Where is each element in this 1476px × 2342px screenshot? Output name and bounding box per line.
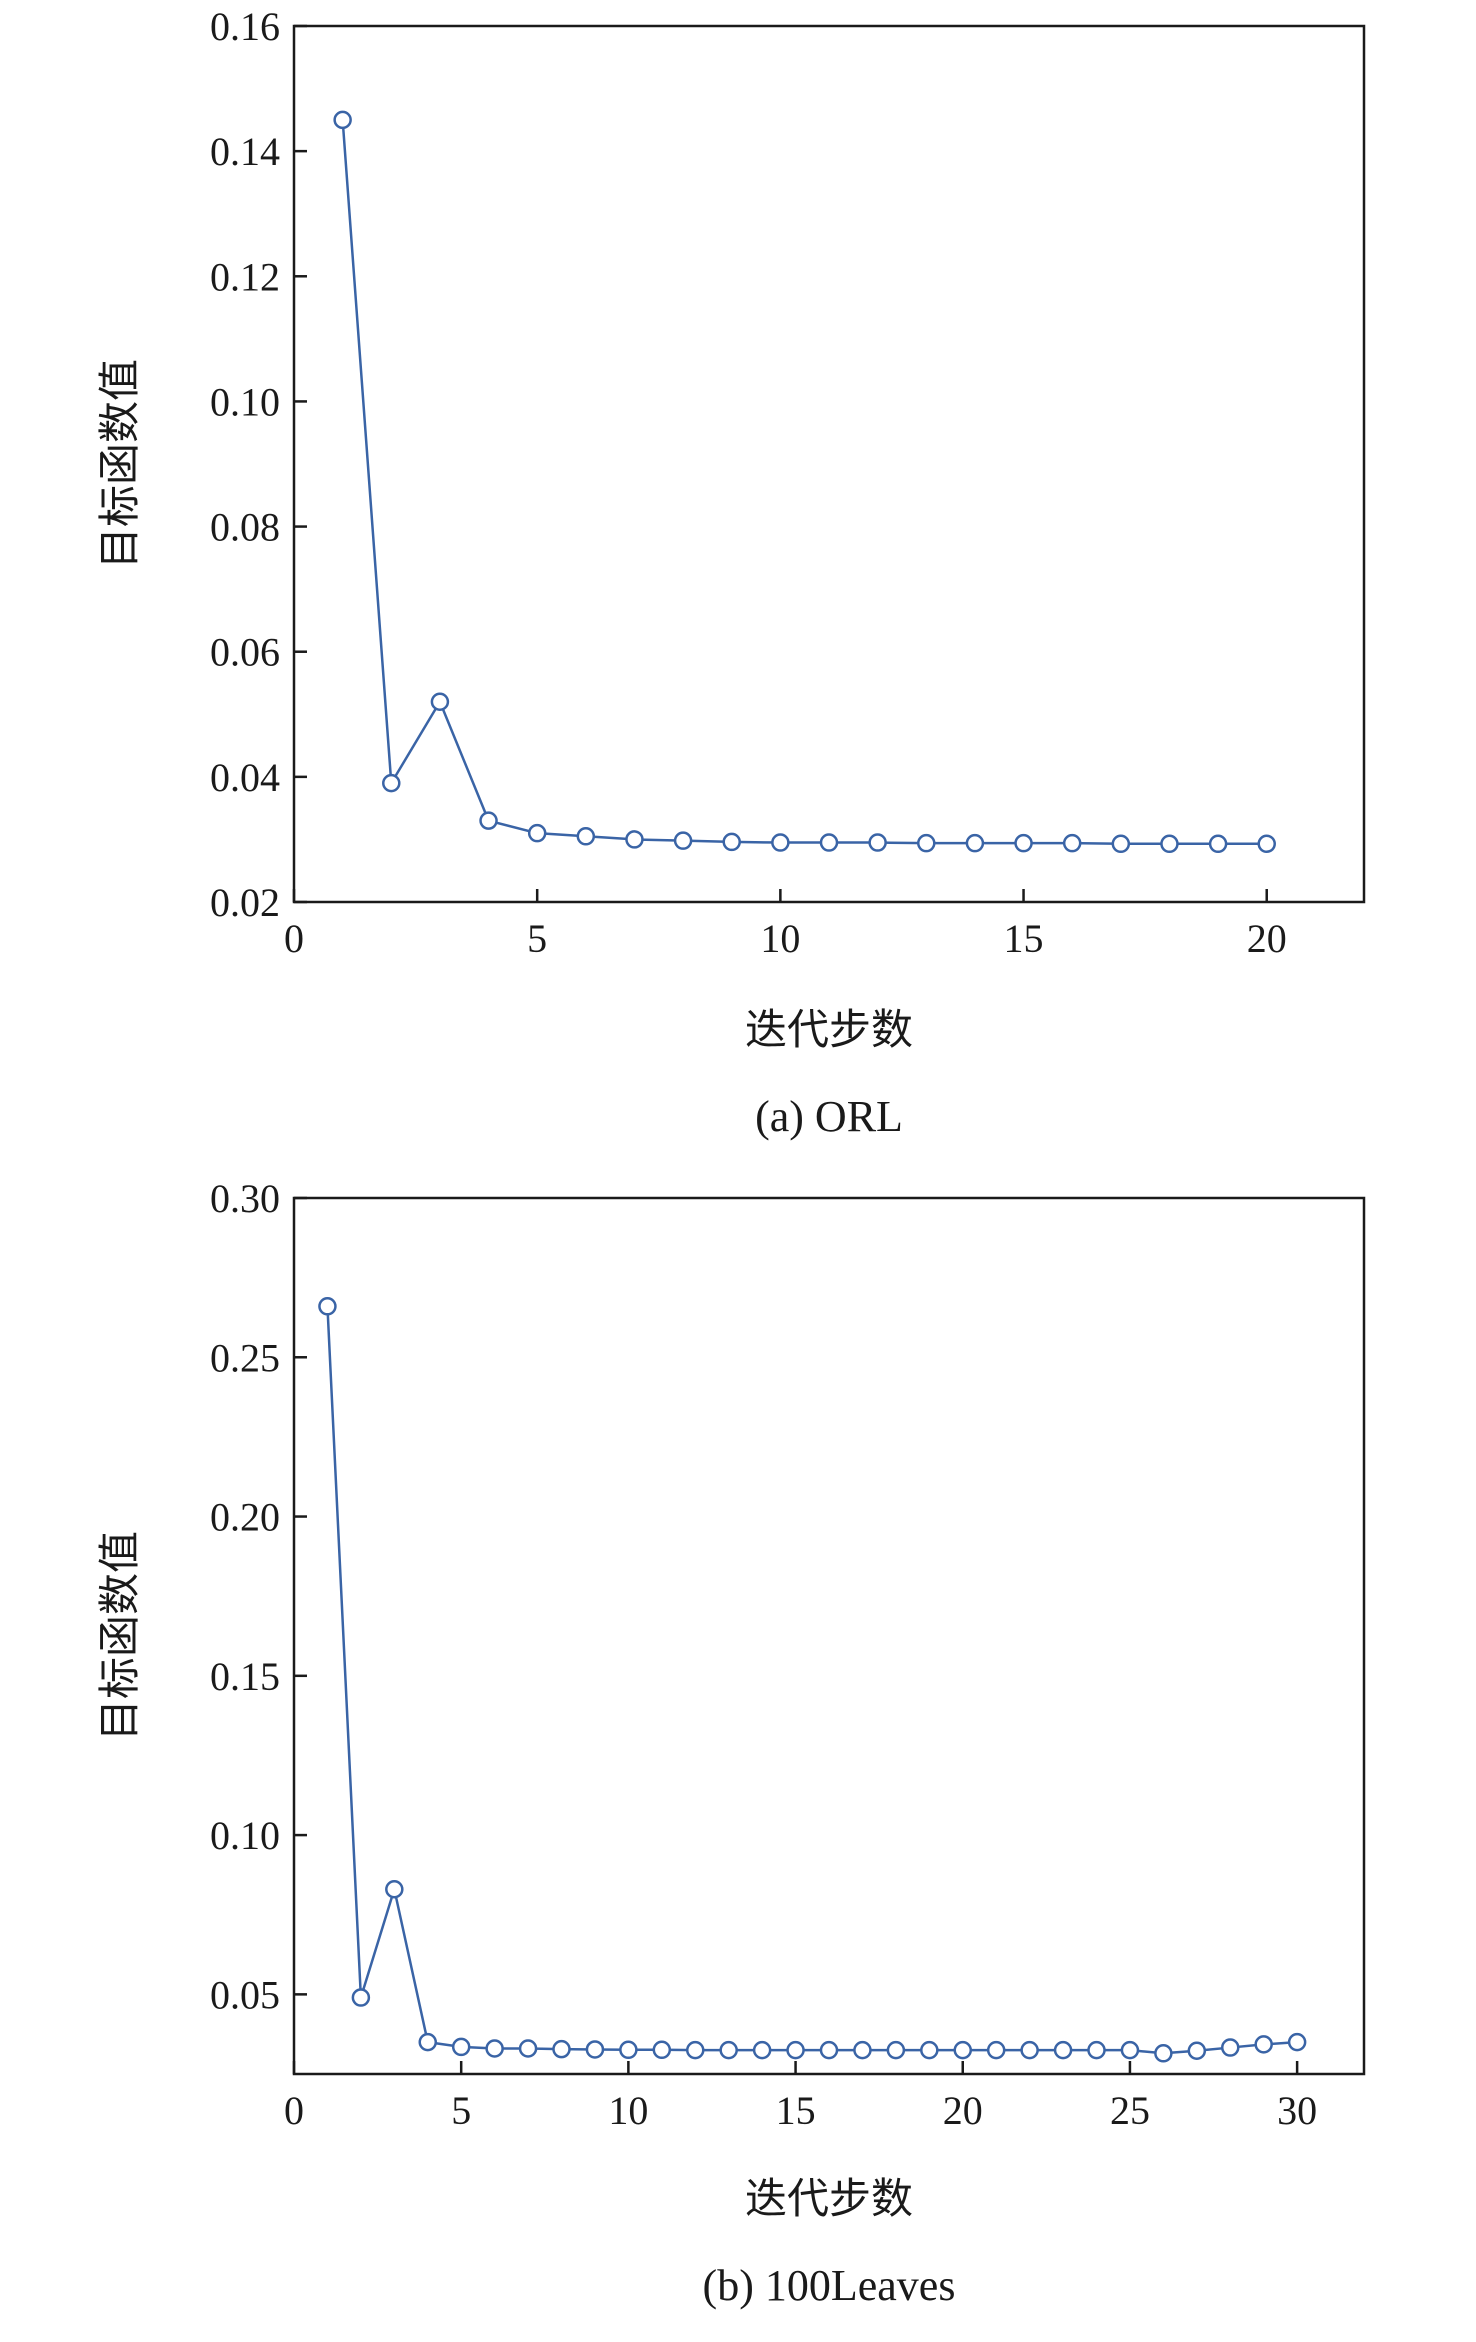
data-point <box>752 2040 772 2060</box>
data-point <box>485 2039 504 2058</box>
plot-frame <box>292 24 1366 904</box>
y-tick-group: 0.05 0.10 0.15 0.20 0.25 0.30 <box>210 1176 307 2017</box>
data-point <box>652 2040 672 2060</box>
y-tick-label: 0.05 <box>210 1972 280 2017</box>
data-point <box>385 1879 404 1899</box>
data-point <box>619 2040 638 2060</box>
x-tick-label: 5 <box>527 916 547 961</box>
data-point <box>868 833 887 852</box>
data-point <box>986 2040 1006 2060</box>
y-tick-label: 0.02 <box>210 880 280 925</box>
panel-caption: (b) 100Leaves <box>703 2261 956 2310</box>
y-tick-label: 0.08 <box>210 505 280 550</box>
x-tick-label: 30 <box>1277 2088 1317 2133</box>
data-point <box>527 823 547 843</box>
data-point <box>1187 2041 1207 2060</box>
y-tick-label: 0.12 <box>210 254 280 299</box>
x-tick-label: 10 <box>608 2088 648 2133</box>
data-point <box>451 2037 471 2057</box>
x-tick-label: 0 <box>284 916 304 961</box>
series-line <box>326 1306 1298 2055</box>
y-tick-label: 0.16 <box>210 4 280 49</box>
data-point <box>719 2040 738 2060</box>
data-point <box>418 2032 437 2052</box>
data-point <box>673 831 693 850</box>
data-point <box>686 2040 705 2060</box>
data-point <box>819 2040 839 2060</box>
data-point <box>1062 833 1082 853</box>
data-point <box>771 833 790 852</box>
data-point <box>625 830 644 849</box>
panel-b: 0 5 10 15 20 25 30 0.05 0.10 0.15 0.20 0.25 0.30 迭代… <box>95 1176 1366 2310</box>
y-tick-group: 0.02 0.04 0.06 0.08 0.10 0.12 0.14 0.16 <box>210 4 307 925</box>
data-point <box>965 833 985 853</box>
data-point <box>1154 2044 1173 2063</box>
data-point <box>585 2040 605 2059</box>
x-tick-label: 10 <box>760 916 800 961</box>
x-tick-group: 0 5 10 15 20 25 30 <box>284 2061 1317 2133</box>
data-point <box>1257 834 1276 854</box>
y-tick-label: 0.10 <box>210 1813 280 1858</box>
data-point <box>886 2040 906 2060</box>
x-tick-group: 0 5 10 15 20 <box>284 889 1287 961</box>
series-line <box>341 119 1267 846</box>
data-point <box>1053 2040 1073 2060</box>
data-point <box>1111 834 1131 854</box>
data-point <box>953 2040 972 2060</box>
data-point <box>518 2039 538 2058</box>
x-tick-label: 15 <box>1004 916 1044 961</box>
panel-caption: (a) ORL <box>755 1092 903 1141</box>
data-point <box>920 2040 939 2060</box>
data-point <box>853 2040 872 2060</box>
x-tick-label: 25 <box>1110 2088 1150 2133</box>
data-point <box>1208 834 1228 854</box>
data-point <box>917 833 936 853</box>
data-point <box>479 811 498 830</box>
data-point <box>786 2040 805 2060</box>
data-point <box>333 110 352 130</box>
data-point <box>351 1988 371 2007</box>
data-point <box>819 833 839 852</box>
data-point <box>1221 2038 1240 2057</box>
y-axis-title: 目标函数值 <box>95 1531 144 1741</box>
data-point <box>1087 2040 1106 2060</box>
data-point <box>318 1297 337 1316</box>
y-tick-label: 0.06 <box>210 630 280 675</box>
y-tick-label: 0.30 <box>210 1176 280 1221</box>
x-tick-label: 0 <box>284 2088 304 2133</box>
series-group <box>333 110 1276 854</box>
x-tick-label: 5 <box>451 2088 471 2133</box>
x-axis-title: 迭代步数 <box>745 2174 913 2223</box>
y-tick-label: 0.25 <box>210 1335 280 1380</box>
y-axis-title: 目标函数值 <box>95 359 144 569</box>
data-point <box>552 2039 571 2059</box>
data-point <box>430 692 450 712</box>
data-point <box>1287 2032 1307 2052</box>
x-tick-label: 15 <box>776 2088 816 2133</box>
data-point <box>1020 2040 1039 2060</box>
data-point <box>1014 833 1033 853</box>
data-point <box>1254 2035 1273 2054</box>
x-axis-title: 迭代步数 <box>745 1005 913 1054</box>
y-tick-label: 0.14 <box>210 129 280 174</box>
y-tick-label: 0.20 <box>210 1495 280 1540</box>
panel-a: 0 5 10 15 20 0.02 0.04 0.06 0.08 0.10 0.12 0.14 0.1… <box>95 4 1366 1141</box>
y-tick-label: 0.10 <box>210 379 280 424</box>
series-group <box>318 1297 1307 2063</box>
y-tick-label: 0.04 <box>210 755 280 800</box>
x-tick-label: 20 <box>1247 916 1287 961</box>
data-point <box>1120 2040 1140 2060</box>
data-point <box>576 827 596 846</box>
data-point <box>382 773 401 793</box>
x-tick-label: 20 <box>943 2088 983 2133</box>
y-tick-label: 0.15 <box>210 1654 280 1699</box>
data-point <box>1160 834 1179 854</box>
data-point <box>722 832 741 852</box>
plot-frame <box>292 1196 1366 2076</box>
